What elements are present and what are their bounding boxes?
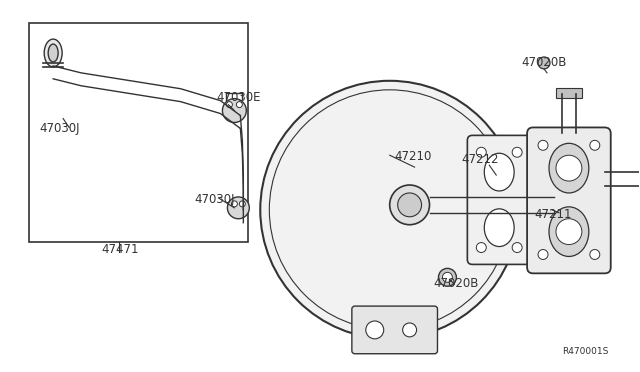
Circle shape <box>538 140 548 150</box>
Circle shape <box>438 268 456 286</box>
Ellipse shape <box>484 209 514 247</box>
Ellipse shape <box>549 207 589 256</box>
Text: R470001S: R470001S <box>563 347 609 356</box>
Text: 47471: 47471 <box>101 244 138 256</box>
Circle shape <box>476 147 486 157</box>
Text: 47212: 47212 <box>461 153 499 166</box>
Circle shape <box>260 81 519 339</box>
Circle shape <box>236 102 243 108</box>
Circle shape <box>538 250 548 259</box>
Bar <box>529 187 564 223</box>
Circle shape <box>476 243 486 253</box>
Circle shape <box>232 201 237 207</box>
Bar <box>556 88 582 98</box>
Ellipse shape <box>48 44 58 62</box>
Circle shape <box>538 57 550 69</box>
Circle shape <box>223 99 246 122</box>
Ellipse shape <box>549 143 589 193</box>
Circle shape <box>227 197 250 219</box>
Ellipse shape <box>44 39 62 67</box>
Text: 47030J: 47030J <box>39 122 80 135</box>
Circle shape <box>403 323 417 337</box>
FancyBboxPatch shape <box>527 128 611 273</box>
Circle shape <box>590 250 600 259</box>
Circle shape <box>590 140 600 150</box>
Bar <box>29 23 248 241</box>
Text: 47020B: 47020B <box>433 277 479 290</box>
Text: 47211: 47211 <box>534 208 572 221</box>
Circle shape <box>390 185 429 225</box>
Circle shape <box>556 219 582 244</box>
Circle shape <box>512 243 522 253</box>
Circle shape <box>366 321 384 339</box>
Circle shape <box>397 193 422 217</box>
Circle shape <box>512 147 522 157</box>
Text: 47030J: 47030J <box>195 193 235 206</box>
FancyBboxPatch shape <box>467 135 532 264</box>
Text: 47020B: 47020B <box>521 56 566 69</box>
Circle shape <box>227 102 232 108</box>
Circle shape <box>556 155 582 181</box>
Circle shape <box>442 272 452 282</box>
Circle shape <box>538 197 554 213</box>
Text: 47210: 47210 <box>395 150 432 163</box>
Ellipse shape <box>484 153 514 191</box>
Text: 47030E: 47030E <box>216 91 261 104</box>
Circle shape <box>239 201 245 207</box>
FancyBboxPatch shape <box>352 306 438 354</box>
